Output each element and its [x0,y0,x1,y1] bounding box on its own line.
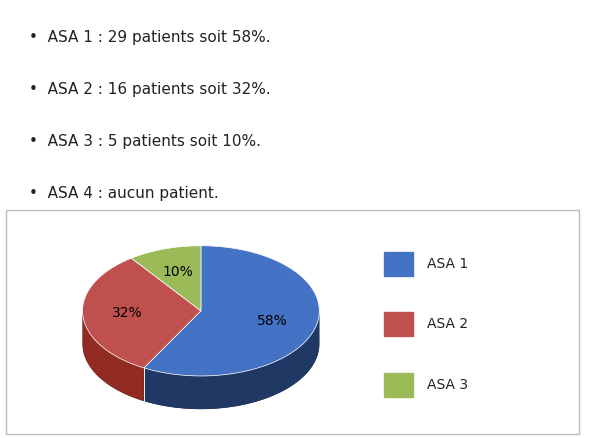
Text: •  ASA 2 : 16 patients soit 32%.: • ASA 2 : 16 patients soit 32%. [29,82,271,97]
Text: ASA 3: ASA 3 [427,378,468,392]
Text: ASA 2: ASA 2 [427,318,468,331]
Polygon shape [131,246,201,311]
Text: 10%: 10% [163,265,194,279]
Bar [384,252,414,276]
Text: 32%: 32% [112,307,143,320]
Polygon shape [144,246,319,376]
Polygon shape [83,310,144,401]
Text: •  ASA 3 : 5 patients soit 10%.: • ASA 3 : 5 patients soit 10%. [29,134,261,149]
Polygon shape [83,258,201,368]
Bar [384,312,414,336]
Text: •  ASA 4 : aucun patient.: • ASA 4 : aucun patient. [29,186,219,201]
Text: •  ASA 1 : 29 patients soit 58%.: • ASA 1 : 29 patients soit 58%. [29,30,271,45]
FancyBboxPatch shape [6,210,579,434]
Text: 58%: 58% [256,314,287,328]
Text: ASA 1: ASA 1 [427,257,468,271]
Bar [384,373,414,397]
Polygon shape [144,310,319,409]
Polygon shape [83,311,319,409]
